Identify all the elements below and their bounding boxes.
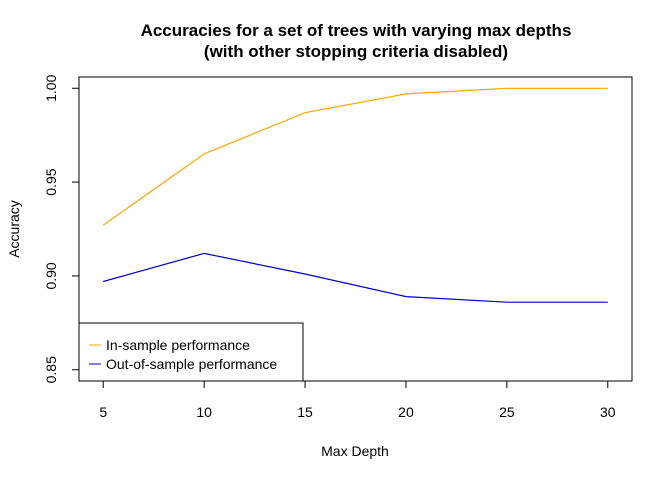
x-tick-label: 20 bbox=[398, 404, 414, 420]
legend-label-in-sample: In-sample performance bbox=[106, 337, 250, 353]
chart-title-line-2: (with other stopping criteria disabled) bbox=[204, 42, 508, 61]
y-tick-label: 1.00 bbox=[43, 74, 59, 101]
y-axis: 0.85 0.90 0.95 1.00 bbox=[43, 74, 79, 383]
x-tick-label: 10 bbox=[196, 404, 212, 420]
legend-box bbox=[78, 322, 304, 382]
y-tick-label: 0.95 bbox=[43, 168, 59, 195]
x-axis: 5 10 15 20 25 30 bbox=[99, 381, 616, 420]
x-axis-label: Max Depth bbox=[321, 443, 389, 459]
x-tick-label: 5 bbox=[99, 404, 107, 420]
series-line-out-of-sample bbox=[103, 252, 608, 303]
y-tick-label: 0.90 bbox=[43, 262, 59, 289]
series-line-in-sample bbox=[102, 87, 608, 226]
x-tick-label: 15 bbox=[297, 404, 313, 420]
x-tick-label: 30 bbox=[600, 404, 616, 420]
legend-label-out-of-sample: Out-of-sample performance bbox=[106, 356, 277, 372]
plot-box bbox=[78, 76, 633, 382]
x-tick-label: 25 bbox=[499, 404, 515, 420]
series-group bbox=[102, 87, 608, 303]
chart-title-line-1: Accuracies for a set of trees with varyi… bbox=[141, 21, 572, 40]
legend: In-sample performance Out-of-sample perf… bbox=[78, 322, 304, 382]
y-tick-label: 0.85 bbox=[43, 356, 59, 383]
y-axis-label: Accuracy bbox=[6, 200, 22, 258]
